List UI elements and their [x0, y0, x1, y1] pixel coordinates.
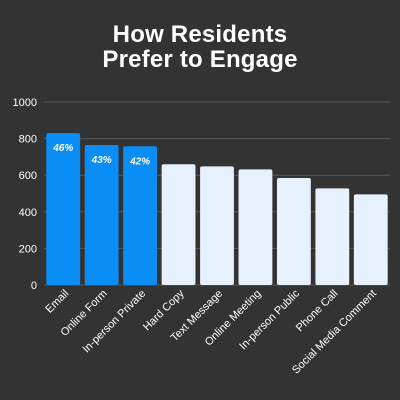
- x-tick-label: Email: [43, 288, 71, 316]
- bar: [46, 133, 81, 285]
- y-tick-label: 600: [19, 170, 37, 182]
- bar: [276, 177, 311, 285]
- bar: [238, 169, 273, 285]
- y-tick-label: 0: [31, 280, 37, 292]
- bar: [84, 145, 119, 285]
- bar-data-label: 42%: [129, 156, 150, 167]
- y-tick-label: 200: [19, 243, 37, 255]
- bar: [353, 194, 388, 285]
- chart-title-line-2: Prefer to Engage: [102, 46, 298, 73]
- bar-data-label: 46%: [52, 143, 73, 154]
- y-tick-label: 1000: [13, 97, 37, 109]
- y-tick-label: 400: [19, 207, 37, 219]
- bar: [123, 146, 158, 285]
- bar: [315, 188, 350, 285]
- bar-data-label: 43%: [91, 155, 112, 166]
- bar: [161, 164, 196, 285]
- chart-title-line-1: How Residents: [112, 21, 288, 48]
- chart-title: How Residents Prefer to Engage: [0, 22, 400, 72]
- bar: [200, 166, 234, 285]
- y-tick-label: 800: [19, 134, 37, 146]
